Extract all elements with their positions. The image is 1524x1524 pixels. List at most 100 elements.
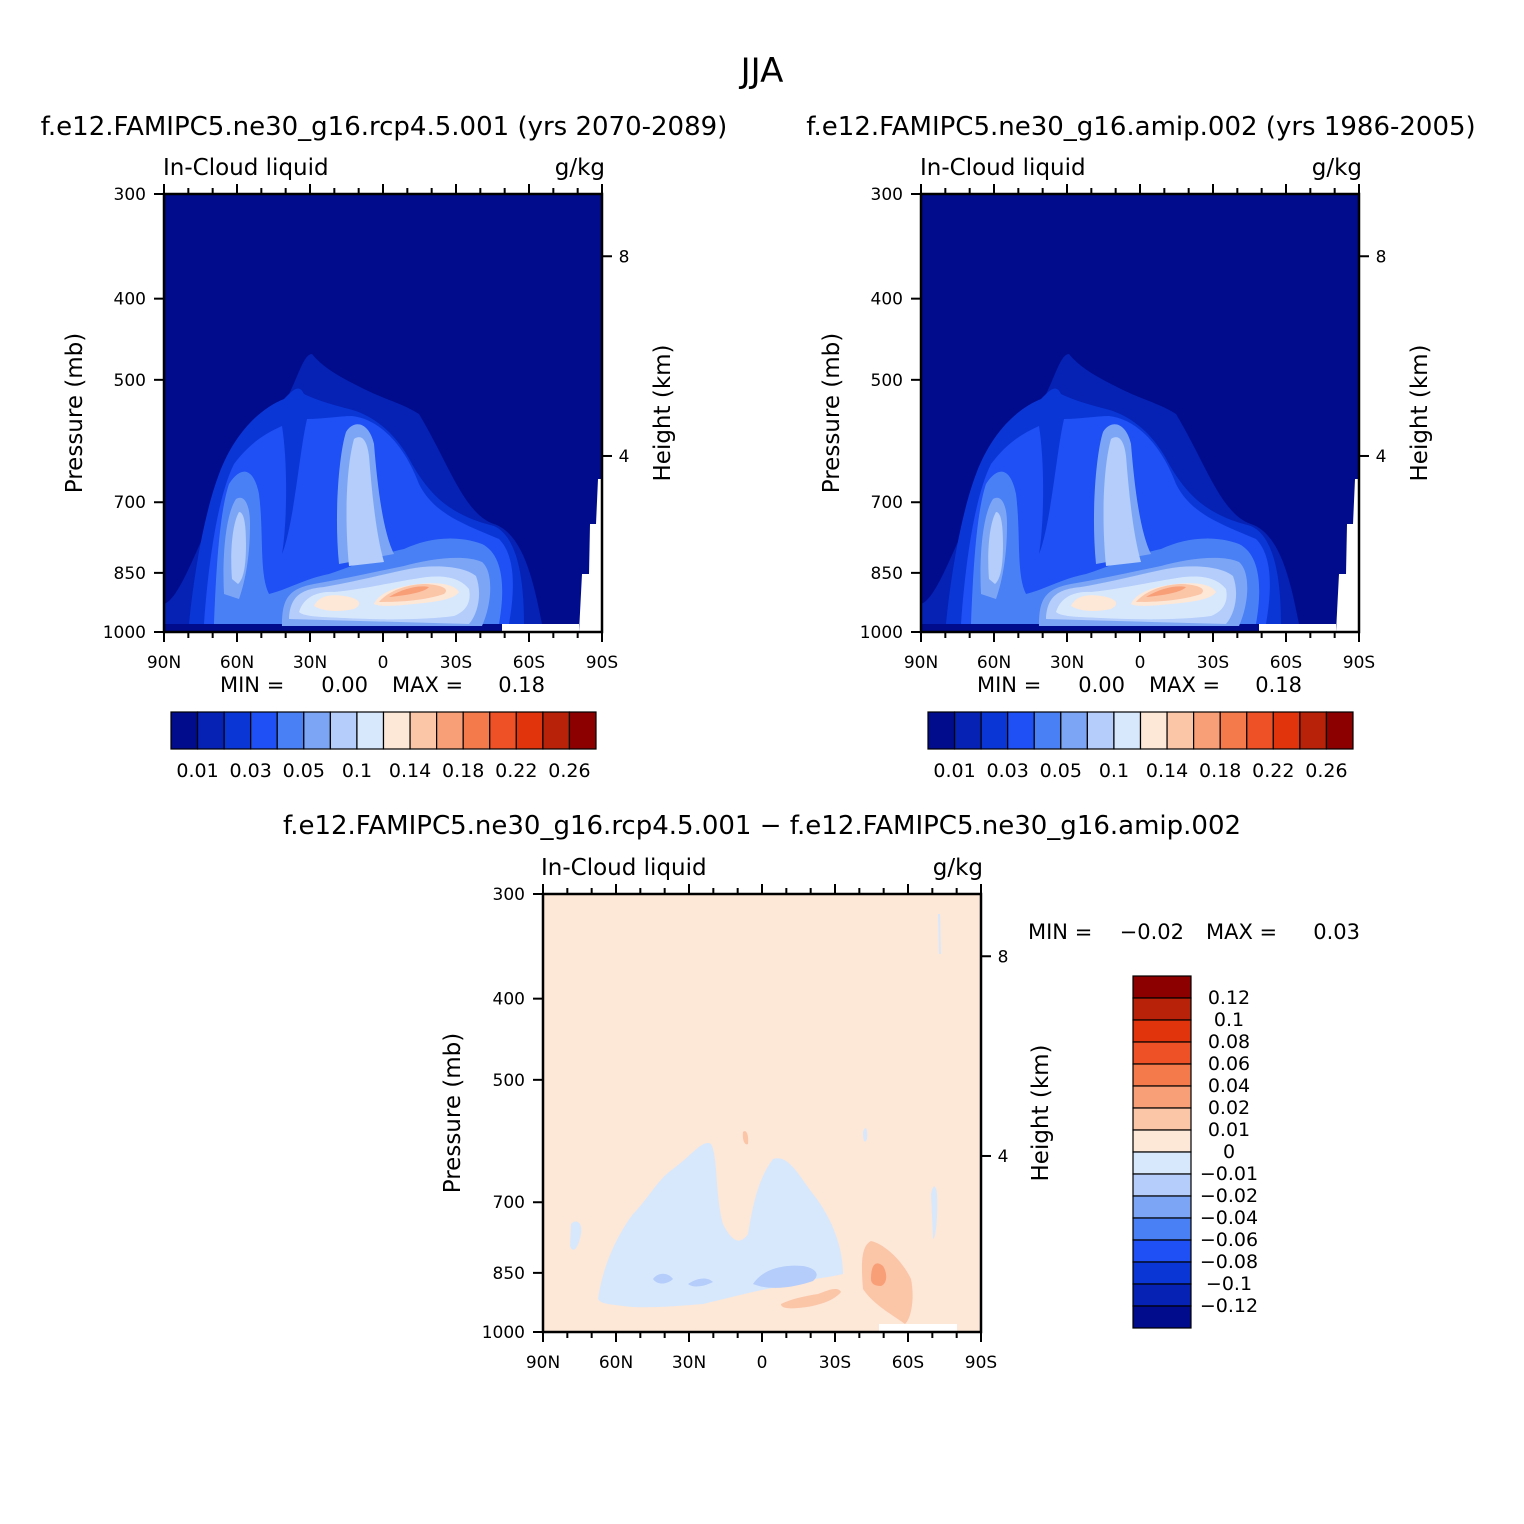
colorbar-label: 0.05 (283, 760, 325, 782)
y-tick-label: 850 (493, 1264, 525, 1284)
min-label: MIN = (1028, 920, 1092, 944)
y2-axis-label: Height (km) (1407, 344, 1433, 481)
panel-rcp45: f.e12.FAMIPC5.ne30_g16.rcp4.5.001 (yrs 2… (41, 112, 728, 782)
colorbar-box (1033, 711, 1062, 750)
colorbar-box (1325, 711, 1354, 750)
y-tick-label: 500 (114, 371, 146, 391)
colorbar-label: −0.06 (1200, 1229, 1258, 1251)
colorbar-box (170, 711, 199, 750)
missing-data-region (1259, 624, 1336, 632)
contour-region (653, 1265, 817, 1288)
colorbar-box (1132, 1041, 1192, 1065)
units-label: g/kg (933, 855, 983, 881)
colorbar-box (953, 711, 982, 750)
min-value: −0.02 (1120, 920, 1184, 944)
y-tick-label: 400 (493, 990, 525, 1010)
x-tick-label: 30N (672, 1353, 706, 1373)
y2-tick-label: 4 (619, 447, 630, 467)
max-value: 0.03 (1313, 920, 1360, 944)
colorbar-label: 0.03 (987, 760, 1029, 782)
contour-fills (921, 354, 1359, 632)
x-tick-label: 30N (1050, 653, 1084, 673)
colorbar-box (1132, 1239, 1192, 1263)
panel-difference: f.e12.FAMIPC5.ne30_g16.rcp4.5.001 − f.e1… (283, 811, 1360, 1373)
contour-field (921, 194, 1359, 632)
y-tick-label: 400 (871, 290, 903, 310)
colorbar-label: 0.22 (495, 760, 537, 782)
y-axis-label: Pressure (mb) (440, 1033, 466, 1193)
y2-axis-label: Height (km) (1028, 1044, 1054, 1181)
y-tick-label: 400 (114, 290, 146, 310)
colorbar-box (1132, 1173, 1192, 1197)
colorbar-label: 0.05 (1040, 760, 1082, 782)
y2-tick-label: 8 (619, 247, 630, 267)
colorbar-box (489, 711, 517, 750)
y2-tick-label: 4 (1376, 447, 1387, 467)
x-tick-label: 0 (757, 1353, 768, 1373)
x-tick-label: 90S (1343, 653, 1375, 673)
colorbar: 0.01 0.03 0.05 0.1 0.14 0.18 0.22 0.26 (170, 711, 597, 782)
colorbar-box (515, 711, 544, 750)
min-label: MIN = (220, 673, 284, 697)
colorbar-box (1132, 1195, 1192, 1219)
y-tick-label: 700 (493, 1193, 525, 1213)
contour-region (598, 1143, 843, 1308)
x-tick-label: 60S (1270, 653, 1302, 673)
units-label: g/kg (1312, 155, 1362, 181)
colorbar-box (1060, 711, 1088, 750)
x-tick-label: 30S (440, 653, 472, 673)
colorbar-label: −0.01 (1200, 1163, 1258, 1185)
y-axis-label: Pressure (mb) (819, 333, 845, 493)
y-tick-label: 700 (114, 493, 146, 513)
colorbar: 0.120.10.080.060.040.020.010−0.01−0.02−0… (1132, 975, 1258, 1329)
colorbar-label: 0.26 (548, 760, 590, 782)
colorbar-box (1166, 711, 1195, 750)
min-value: 0.00 (1078, 673, 1125, 697)
colorbar-box (250, 711, 278, 750)
colorbar-box (1132, 1305, 1192, 1329)
colorbar-label: −0.12 (1200, 1295, 1258, 1317)
colorbar-label: 0.26 (1305, 760, 1347, 782)
panel-title: f.e12.FAMIPC5.ne30_g16.amip.002 (yrs 198… (806, 112, 1475, 142)
x-tick-label: 60S (513, 653, 545, 673)
y2-tick-label: 8 (1376, 247, 1387, 267)
x-tick-label: 90N (526, 1353, 560, 1373)
colorbar-label: 0.08 (1208, 1031, 1250, 1053)
x-tick-label: 90S (965, 1353, 997, 1373)
colorbar-box (1132, 1107, 1192, 1131)
y-tick-label: 300 (493, 885, 525, 905)
x-tick-label: 0 (378, 653, 389, 673)
figure-title: JJA (739, 51, 784, 91)
y-tick-label: 300 (114, 185, 146, 205)
max-value: 0.18 (1255, 673, 1302, 697)
x-tick-label: 30S (819, 1353, 851, 1373)
colorbar-label: −0.04 (1200, 1207, 1258, 1229)
colorbar-label: 0.02 (1208, 1097, 1250, 1119)
colorbar-label: −0.1 (1206, 1273, 1252, 1295)
colorbar-label: 0.03 (230, 760, 272, 782)
colorbar-box (1113, 711, 1142, 750)
x-tick-label: 0 (1135, 653, 1146, 673)
colorbar-box (1086, 711, 1115, 750)
colorbar-box (568, 711, 597, 750)
colorbar-box (1219, 711, 1248, 750)
min-value: 0.00 (321, 673, 368, 697)
min-label: MIN = (977, 673, 1041, 697)
colorbar-box (223, 711, 252, 750)
axes: 90N 60N 30N 0 30S 60S 90S 300 400 500 700 850 1000 8 4 (482, 884, 1008, 1373)
colorbar-box (356, 711, 385, 750)
colorbar-label: −0.08 (1200, 1251, 1258, 1273)
colorbar-box (1132, 1129, 1192, 1153)
colorbar-box (1132, 1019, 1192, 1043)
colorbar-box (1193, 711, 1221, 750)
y-tick-label: 1000 (482, 1323, 525, 1343)
x-tick-label: 30N (293, 653, 327, 673)
colorbar: 0.01 0.03 0.05 0.1 0.14 0.18 0.22 0.26 (927, 711, 1354, 782)
colorbar-box (1132, 1085, 1192, 1109)
colorbar-box (462, 711, 491, 750)
panel-amip: f.e12.FAMIPC5.ne30_g16.amip.002 (yrs 198… (806, 112, 1475, 782)
colorbar-box (1132, 1151, 1192, 1175)
colorbar-label: 0.18 (1199, 760, 1241, 782)
colorbar-box (1246, 711, 1274, 750)
contour-field (543, 894, 981, 1332)
